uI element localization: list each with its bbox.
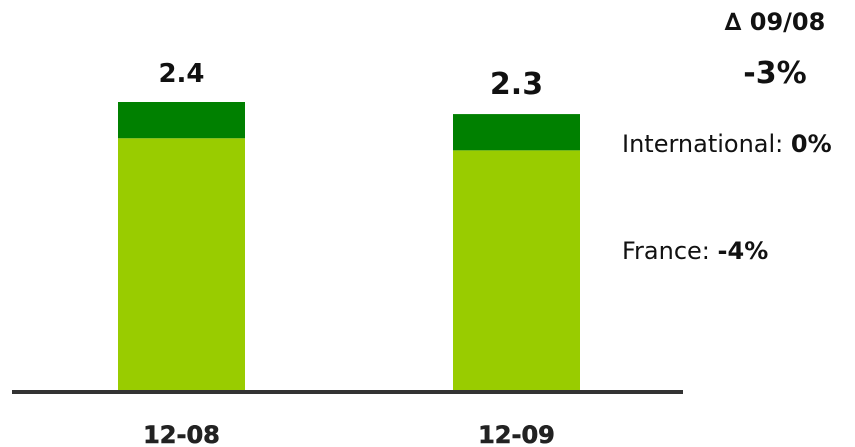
total-label-12-08: 2.4 (158, 59, 204, 89)
bar-international-12-09 (453, 114, 580, 151)
x-tick-label-12-08: 12-08 (143, 421, 220, 447)
bars-group (118, 102, 580, 392)
labels-group: 2.4 12-08 2.3 12-09 (143, 59, 555, 447)
bar-france-12-08 (118, 138, 245, 392)
bar-international-12-08 (118, 102, 245, 139)
total-label-12-09: 2.3 (490, 67, 543, 102)
bar-france-12-09 (453, 150, 580, 392)
x-tick-label-12-09: 12-09 (478, 421, 555, 447)
